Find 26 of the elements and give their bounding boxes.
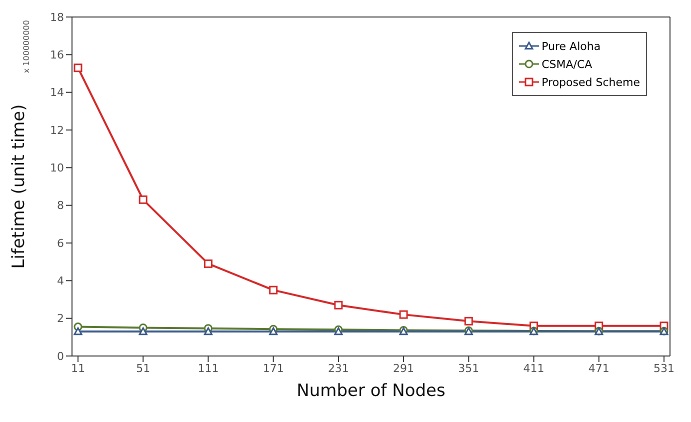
legend-label: Proposed Scheme <box>542 76 640 88</box>
x-tick-label: 411 <box>523 362 544 375</box>
y-tick-label: 0 <box>57 350 64 363</box>
legend-label: Pure Aloha <box>542 40 601 52</box>
y-tick-label: 4 <box>57 274 64 288</box>
y-tick-label: 2 <box>57 312 64 326</box>
y-tick-label: 12 <box>50 124 64 137</box>
x-tick-label: 171 <box>262 362 284 375</box>
y-tick-label: 10 <box>50 162 64 175</box>
x-tick-label: 231 <box>328 362 349 375</box>
text: x 100000000 <box>22 20 31 74</box>
y-tick-label: 16 <box>50 48 64 62</box>
x-tick-label: 471 <box>588 362 610 375</box>
x-axis-title: Number of Nodes <box>296 381 446 401</box>
x-tick-label: 291 <box>393 362 414 375</box>
y-tick-label: 6 <box>57 236 64 250</box>
x-tick-label: 51 <box>136 362 150 375</box>
y-tick-label: 8 <box>57 199 64 212</box>
legend-label: CSMA/CA <box>542 58 592 70</box>
y-tick-label: 14 <box>50 86 64 100</box>
x-tick-label: 351 <box>458 362 480 375</box>
y-tick-label: 18 <box>50 10 64 24</box>
x-tick-label: 531 <box>654 362 674 375</box>
x-tick-label: 111 <box>198 362 219 375</box>
x-tick-label: 11 <box>71 362 85 375</box>
y-axis-title: Lifetime (unit time) <box>9 104 30 269</box>
